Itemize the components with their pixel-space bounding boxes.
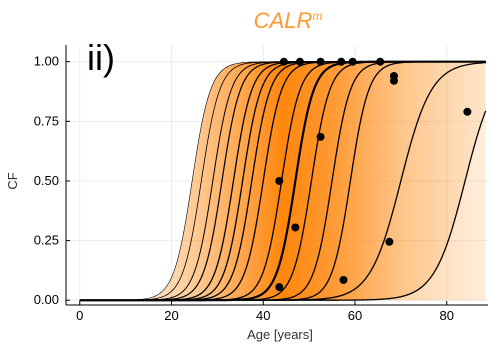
x-tick-label: 80 — [439, 308, 453, 323]
x-tick-label: 60 — [348, 308, 362, 323]
y-axis-label: CF — [5, 172, 20, 189]
data-points — [275, 57, 472, 292]
x-tick-label: 0 — [76, 308, 83, 323]
data-point — [348, 57, 357, 66]
data-point — [295, 57, 304, 66]
data-point — [316, 132, 325, 141]
curve-band-tail — [79, 110, 486, 301]
data-point — [275, 283, 284, 292]
title-main: CALR — [254, 8, 313, 33]
chart-title: CALRm — [254, 8, 323, 33]
y-tick-label: 0.00 — [34, 292, 59, 307]
sigmoid-curve — [79, 110, 487, 301]
curve-band — [79, 61, 486, 301]
curve-band — [79, 61, 486, 301]
data-point — [291, 223, 300, 232]
x-tick-label: 20 — [164, 308, 178, 323]
data-point — [316, 57, 325, 66]
data-point — [376, 57, 385, 66]
y-tick-label: 0.50 — [34, 173, 59, 188]
panel-label: ii) — [87, 37, 115, 78]
data-point — [337, 57, 346, 66]
title-superscript: m — [312, 9, 322, 23]
data-point — [385, 237, 394, 246]
data-point — [339, 275, 348, 284]
tick-labels: 0 20 40 60 80 0.00 0.25 0.50 0.75 1.00 — [34, 54, 454, 323]
data-point — [279, 57, 288, 66]
y-tick-label: 1.00 — [34, 54, 59, 69]
data-point — [389, 76, 398, 85]
axes — [65, 45, 488, 306]
y-tick-label: 0.25 — [34, 233, 59, 248]
y-tick-label: 0.75 — [34, 113, 59, 128]
data-point — [463, 107, 472, 116]
x-tick-label: 40 — [256, 308, 270, 323]
data-point — [275, 176, 284, 185]
x-axis-label: Age [years] — [247, 327, 313, 342]
